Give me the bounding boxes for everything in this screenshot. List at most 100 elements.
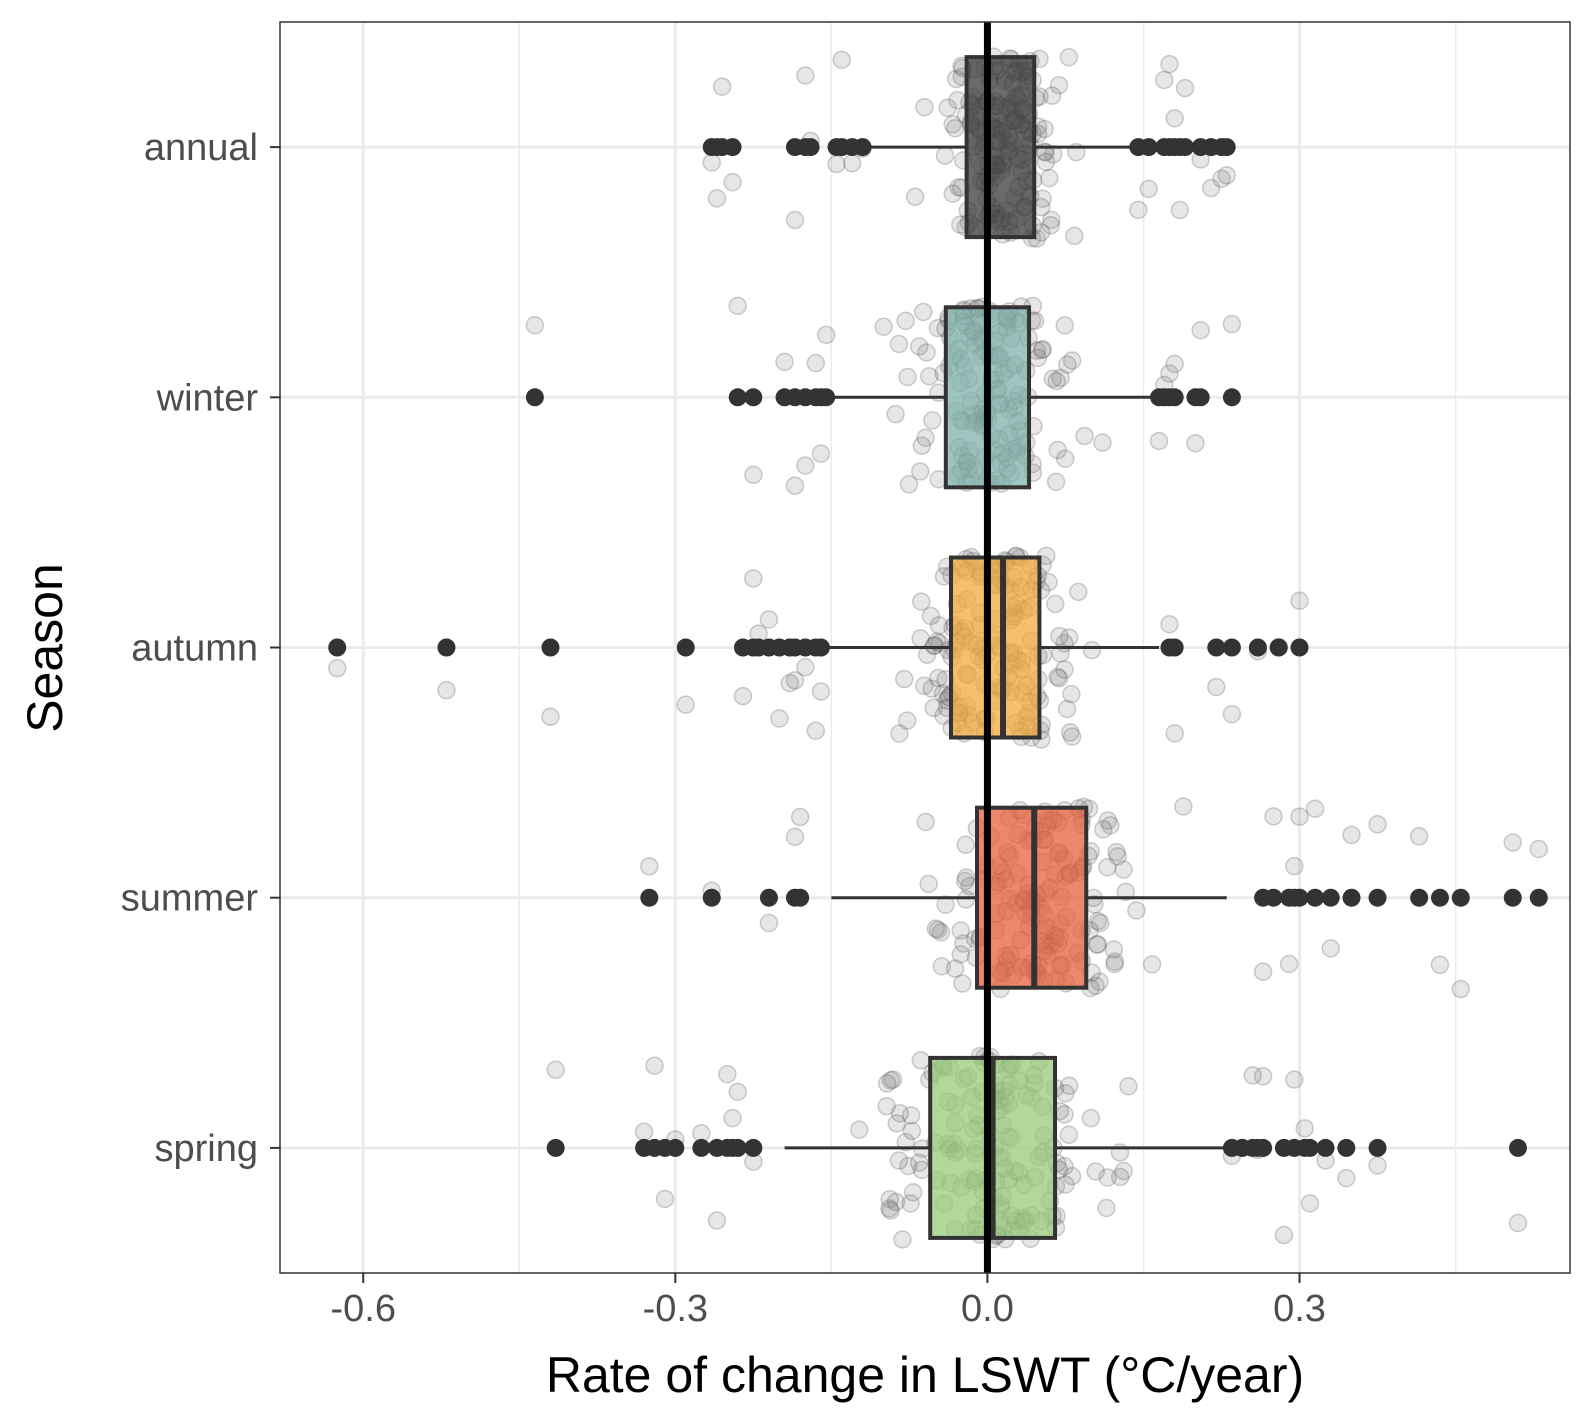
jitter-point [951, 921, 970, 940]
jitter-point [890, 1104, 910, 1123]
jitter-point [1285, 856, 1304, 876]
outlier-point-spring [1368, 1138, 1387, 1157]
jitter-point [883, 1070, 903, 1089]
jitter-point [1127, 901, 1146, 920]
jitter-point [1222, 704, 1242, 724]
outlier-point-annual [853, 138, 872, 157]
jitter-point [1090, 972, 1109, 991]
jitter-point [1116, 882, 1136, 902]
jitter-point [880, 1189, 900, 1209]
y-tick-label-autumn: autumn [131, 628, 258, 670]
outlier-point-spring [546, 1138, 565, 1157]
jitter-point [890, 724, 909, 743]
outlier-point-spring [1316, 1138, 1335, 1157]
jitter-point [909, 1153, 929, 1172]
jitter-point [806, 721, 826, 740]
jitter-point [1105, 954, 1124, 974]
jitter-point [1061, 723, 1080, 742]
jitter-point [1042, 86, 1062, 105]
jitter-point [931, 923, 951, 942]
jitter-point [1175, 78, 1195, 98]
jitter-point [1062, 1166, 1082, 1186]
outlier-point-autumn [1165, 638, 1184, 657]
outlier-point-annual [1139, 138, 1158, 157]
jitter-point [718, 1064, 737, 1084]
jitter-point [790, 807, 810, 827]
jitter-point [541, 707, 560, 727]
jitter-point [927, 632, 947, 651]
jitter-point [956, 868, 976, 887]
jitter-point [936, 895, 955, 914]
jitter-point [1451, 979, 1471, 999]
outlier-point-summer [702, 888, 721, 907]
outlier-point-spring [728, 1138, 747, 1157]
jitter-point [912, 436, 932, 455]
jitter-point [1059, 47, 1079, 67]
jitter-point [916, 812, 935, 832]
jitter-point [1119, 1077, 1138, 1096]
jitter-point [640, 857, 659, 876]
jitter-point [1160, 54, 1179, 74]
jitter-point [1086, 976, 1105, 996]
jitter-point [1212, 169, 1231, 188]
jitter-point [912, 1160, 932, 1180]
jitter-point [924, 698, 943, 718]
jitter-point [1321, 939, 1340, 958]
jitter-point [929, 616, 949, 635]
axes: -0.6 -0.3 0.0 0.3 annual winter autumn summer sp… [121, 127, 1326, 1330]
jitter-point [1062, 351, 1082, 370]
jitter-point [775, 352, 794, 372]
jitter-point [1043, 369, 1063, 389]
jitter-point [1222, 314, 1242, 334]
x-tick-label: -0.6 [330, 1288, 395, 1330]
jitter-point [922, 679, 941, 698]
jitter-point [1098, 1168, 1117, 1187]
jitter-point [1300, 1194, 1320, 1213]
jitter-point [733, 686, 753, 706]
jitter-point [712, 77, 732, 96]
jitter-point [645, 1056, 664, 1075]
jitter-point [1055, 660, 1074, 679]
outlier-point-summer [1503, 888, 1522, 907]
jitter-point [1081, 1108, 1101, 1128]
jitter-point [901, 1106, 921, 1125]
jitter-point [1165, 109, 1184, 128]
outlier-point-autumn [1248, 638, 1267, 657]
outlier-point-spring [666, 1138, 685, 1157]
box-annual [964, 55, 1037, 240]
jitter-point [806, 353, 826, 373]
jitter-point [702, 153, 721, 172]
jitter-point [1055, 316, 1075, 335]
outlier-point-summer [791, 888, 810, 907]
outlier-point-annual [801, 138, 820, 157]
jitter-point [707, 189, 727, 208]
jitter-point [945, 959, 965, 978]
jitter-point [849, 1120, 869, 1139]
jitter-point [327, 658, 347, 678]
outlier-point-annual [1217, 138, 1236, 157]
outlier-point-winter [744, 388, 763, 407]
jitter-point [1186, 434, 1205, 453]
jitter-point [956, 890, 976, 909]
jitter-point [796, 658, 815, 677]
jitter-point [1114, 860, 1133, 879]
outlier-point-autumn [1290, 638, 1309, 657]
jitter-point [1075, 426, 1094, 446]
jitter-point [759, 610, 779, 629]
jitter-point [796, 66, 815, 85]
jitter-point [1056, 1175, 1075, 1194]
y-axis-title: Season [17, 563, 73, 733]
jitter-point [1342, 825, 1361, 845]
jitter-point [1059, 1076, 1079, 1095]
jitter-point [827, 154, 846, 174]
jitter-point [525, 315, 545, 335]
jitter-point [1207, 677, 1226, 697]
jitter-point [911, 462, 930, 481]
box-autumn [949, 555, 1042, 740]
jitter-point [1097, 1198, 1116, 1218]
jitter-point [1104, 940, 1124, 959]
outlier-point-spring [744, 1138, 763, 1157]
jitter-point [896, 311, 915, 331]
outlier-point-winter [1222, 388, 1241, 407]
jitter-point [909, 337, 929, 356]
